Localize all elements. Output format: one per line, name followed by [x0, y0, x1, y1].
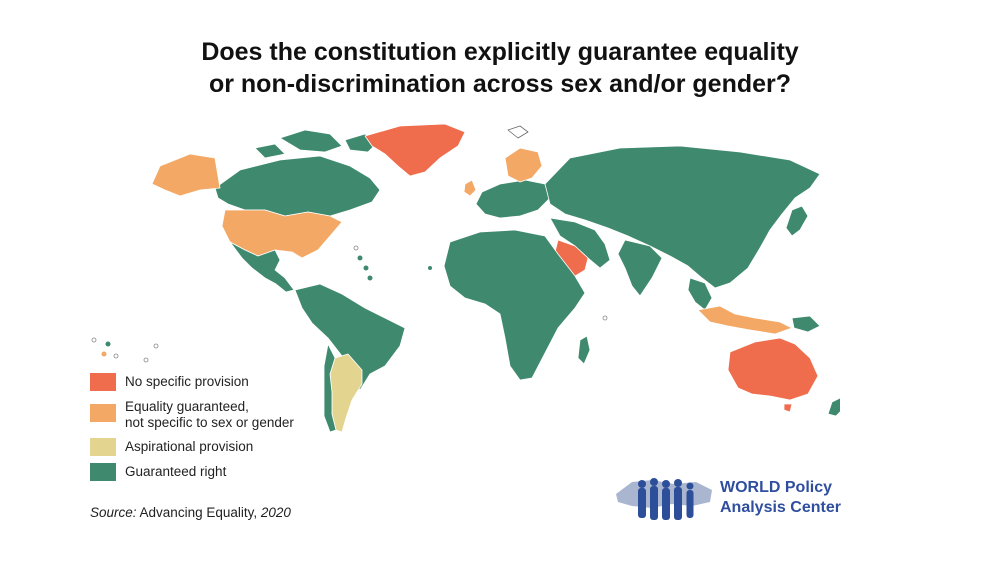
- region-india: [617, 239, 663, 297]
- region-chile: [323, 343, 337, 433]
- legend-label: No specific provision: [125, 374, 249, 389]
- region-scandinavia: [504, 147, 543, 183]
- logo-line-2: Analysis Center: [720, 499, 841, 516]
- region-uk: [463, 179, 477, 197]
- world-map: [91, 123, 840, 433]
- region-alaska: [151, 153, 221, 197]
- small-islands: [91, 245, 608, 363]
- source-text: Advancing Equality,: [136, 505, 261, 520]
- logo-line-1: WORLD Policy: [720, 479, 833, 496]
- region-africa: [443, 229, 586, 381]
- region-madagascar: [577, 335, 591, 365]
- legend-label: Equality guaranteed, not specific to sex…: [125, 399, 294, 430]
- legend-item-guaranteed: Guaranteed right: [90, 463, 294, 481]
- map-title: Does the constitution explicitly guarant…: [0, 36, 1000, 100]
- region-indonesia: [697, 305, 793, 335]
- region-australia: [727, 337, 819, 401]
- source-year: 2020: [260, 505, 291, 520]
- source-prefix: Source:: [90, 505, 137, 520]
- region-middle-east: [549, 217, 611, 269]
- region-europe: [475, 179, 551, 219]
- legend-swatch: [90, 463, 116, 481]
- legend-swatch: [90, 373, 116, 391]
- title-line-1: Does the constitution explicitly guarant…: [201, 38, 799, 66]
- map-legend: No specific provision Equality guarantee…: [90, 373, 294, 488]
- region-tasmania: [783, 403, 793, 413]
- region-japan: [785, 205, 809, 237]
- legend-label: Aspirational provision: [125, 439, 254, 454]
- source-note: Source: Advancing Equality, 2020: [90, 505, 291, 520]
- people-silhouettes-world-icon: [616, 478, 712, 520]
- legend-item-aspirational: Aspirational provision: [90, 438, 294, 456]
- world-policy-logo: WORLD Policy Analysis Center: [612, 472, 872, 524]
- legend-label: Guaranteed right: [125, 464, 227, 479]
- region-greenland: [364, 123, 466, 177]
- region-svalbard: [507, 125, 529, 139]
- region-papua-new-guinea: [791, 315, 821, 333]
- region-russia-asia: [544, 145, 821, 289]
- legend-swatch: [90, 404, 116, 422]
- logo-text: WORLD Policy Analysis Center: [720, 478, 841, 518]
- region-canada: [214, 155, 381, 217]
- region-mexico: [229, 241, 295, 293]
- legend-item-equality-not-specific: Equality guaranteed, not specific to sex…: [90, 398, 294, 431]
- title-line-2: or non-discrimination across sex and/or …: [208, 70, 792, 98]
- legend-item-no-provision: No specific provision: [90, 373, 294, 391]
- region-argentina: [329, 353, 363, 433]
- region-new-zealand: [827, 397, 840, 417]
- region-south-america: [294, 283, 406, 391]
- region-arctic-islands: [254, 129, 379, 159]
- legend-swatch: [90, 438, 116, 456]
